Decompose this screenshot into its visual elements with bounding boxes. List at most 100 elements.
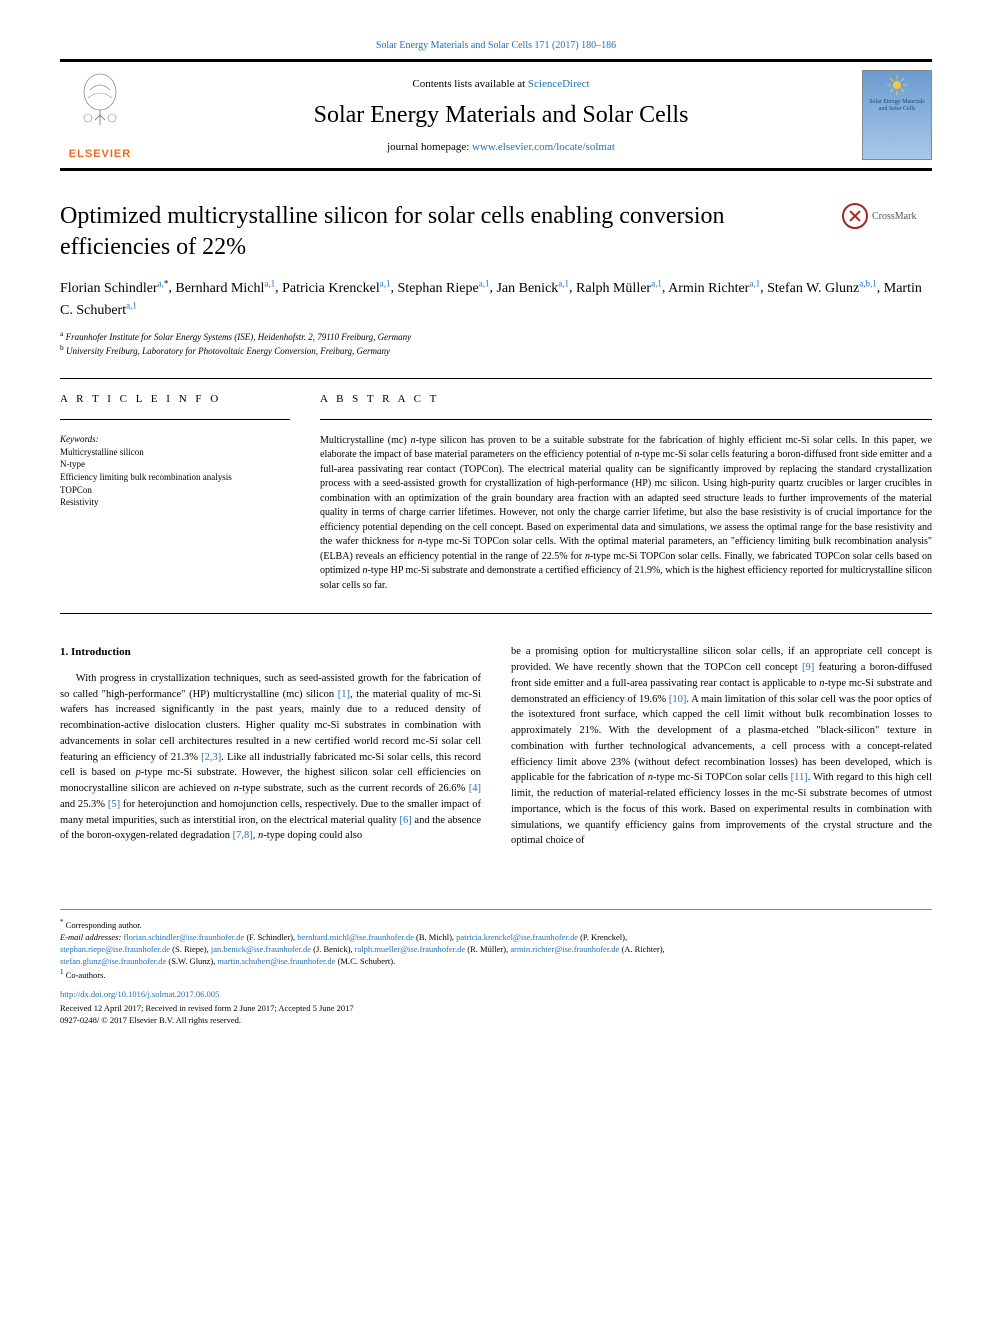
email-addresses-2: stephan.riepe@ise.fraunhofer.de (S. Riep… (60, 944, 932, 956)
email-name: (M.C. Schubert). (335, 956, 395, 966)
email-name: (P. Krenckel), (578, 932, 627, 942)
ref-10[interactable]: [10] (669, 694, 687, 705)
article-info-label: A R T I C L E I N F O (60, 393, 290, 405)
author-mark[interactable]: 1 (756, 278, 761, 288)
crossmark-label: CrossMark (872, 211, 916, 222)
author-mark[interactable]: 1 (271, 278, 276, 288)
journal-citation[interactable]: Solar Energy Materials and Solar Cells 1… (60, 40, 932, 51)
intro-heading: 1. Introduction (60, 644, 481, 661)
ref-5[interactable]: [5] (108, 799, 120, 810)
ref-1[interactable]: [1] (338, 689, 350, 700)
journal-homepage-link[interactable]: www.elsevier.com/locate/solmat (472, 141, 615, 153)
email-label: E-mail addresses: (60, 932, 123, 942)
email-link[interactable]: ralph.mueller@ise.fraunhofer.de (355, 944, 466, 954)
article-info: A R T I C L E I N F O Keywords: Multicry… (60, 393, 290, 594)
ref-4[interactable]: [4] (469, 783, 481, 794)
author: Florian Schindlera,* (60, 281, 168, 296)
email-link[interactable]: stefan.glunz@ise.fraunhofer.de (60, 956, 166, 966)
email-name: (B. Michl), (414, 932, 456, 942)
author-mark[interactable]: 1 (657, 278, 662, 288)
author-mark[interactable]: 1 (872, 278, 877, 288)
doi-link[interactable]: http://dx.doi.org/10.1016/j.solmat.2017.… (60, 989, 932, 1001)
abstract-text: Multicrystalline (mc) n-type silicon has… (320, 434, 932, 594)
author-mark[interactable]: 1 (386, 278, 391, 288)
email-name: (F. Schindler), (244, 932, 297, 942)
keyword: Multicrystalline silicon (60, 446, 290, 459)
email-name: (J. Benick), (311, 944, 355, 954)
header-center: Contents lists available at ScienceDirec… (140, 78, 862, 153)
author: Stephan Riepea,1 (397, 281, 489, 296)
author: Jan Benicka,1 (496, 281, 569, 296)
email-addresses: E-mail addresses: florian.schindler@ise.… (60, 932, 932, 944)
column-right: be a promising option for multicrystalli… (511, 644, 932, 849)
main-content: 1. Introduction With progress in crystal… (60, 644, 932, 849)
coauthors-note: 1 Co-authors. (60, 968, 932, 982)
author-mark[interactable]: 1 (565, 278, 570, 288)
journal-title: Solar Energy Materials and Solar Cells (140, 102, 862, 129)
email-name: (S.W. Glunz), (166, 956, 217, 966)
crossmark-icon (842, 203, 868, 229)
abstract: A B S T R A C T Multicrystalline (mc) n-… (320, 393, 932, 594)
author-aff[interactable]: a, (158, 278, 164, 288)
email-link[interactable]: martin.schubert@ise.fraunhofer.de (217, 956, 335, 966)
crossmark-button[interactable]: CrossMark (842, 201, 932, 231)
keywords-label: Keywords: (60, 434, 290, 444)
email-link[interactable]: patricia.krenckel@ise.fraunhofer.de (456, 932, 578, 942)
email-addresses-3: stefan.glunz@ise.fraunhofer.de (S.W. Glu… (60, 956, 932, 968)
contents-line: Contents lists available at ScienceDirec… (140, 78, 862, 90)
ref-9[interactable]: [9] (802, 662, 814, 673)
author-mark[interactable]: 1 (485, 278, 490, 288)
journal-header: ELSEVIER Contents lists available at Sci… (60, 59, 932, 171)
sun-icon (887, 75, 907, 95)
intro-paragraph-2: be a promising option for multicrystalli… (511, 644, 932, 849)
contents-prefix: Contents lists available at (412, 78, 527, 90)
email-link[interactable]: armin.richter@ise.fraunhofer.de (510, 944, 619, 954)
affiliation: a Fraunhofer Institute for Solar Energy … (60, 329, 932, 344)
author-aff[interactable]: a,b, (859, 278, 872, 288)
title-row: Optimized multicrystalline silicon for s… (60, 201, 932, 263)
keyword: TOPCon (60, 484, 290, 497)
cover-text: Solar Energy Materials and Solar Cells (867, 99, 927, 112)
author: Ralph Müllera,1 (576, 281, 662, 296)
footer: * Corresponding author. E-mail addresses… (60, 909, 932, 1027)
authors-list: Florian Schindlera,*, Bernhard Michla,1,… (60, 277, 932, 320)
author: Stefan W. Glunza,b,1 (767, 281, 877, 296)
email-link[interactable]: jan.benick@ise.fraunhofer.de (211, 944, 311, 954)
article-title: Optimized multicrystalline silicon for s… (60, 201, 822, 263)
column-left: 1. Introduction With progress in crystal… (60, 644, 481, 849)
author: Armin Richtera,1 (668, 281, 760, 296)
email-name: (A. Richter), (619, 944, 664, 954)
divider (60, 613, 932, 614)
divider (320, 419, 932, 420)
divider (60, 378, 932, 379)
email-link[interactable]: florian.schindler@ise.fraunhofer.de (123, 932, 244, 942)
journal-homepage: journal homepage: www.elsevier.com/locat… (140, 141, 862, 153)
intro-paragraph-1: With progress in crystallization techniq… (60, 671, 481, 844)
author: Patricia Krenckela,1 (282, 281, 390, 296)
journal-cover-thumbnail[interactable]: Solar Energy Materials and Solar Cells (862, 70, 932, 160)
keywords-list: Multicrystalline siliconN-typeEfficiency… (60, 446, 290, 509)
keyword: N-type (60, 458, 290, 471)
ref-11[interactable]: [11] (791, 772, 808, 783)
email-link[interactable]: bernhard.michl@ise.fraunhofer.de (297, 932, 414, 942)
copyright: 0927-0248/ © 2017 Elsevier B.V. All righ… (60, 1015, 932, 1027)
corresponding-author: * Corresponding author. (60, 918, 932, 932)
ref-6[interactable]: [6] (399, 815, 411, 826)
keyword: Efficiency limiting bulk recombination a… (60, 471, 290, 484)
elsevier-label: ELSEVIER (69, 148, 131, 160)
ref-2-3[interactable]: [2,3] (201, 752, 221, 763)
divider (60, 419, 290, 420)
author-mark[interactable]: 1 (132, 300, 137, 310)
abstract-label: A B S T R A C T (320, 393, 932, 405)
elsevier-logo[interactable]: ELSEVIER (60, 70, 140, 160)
affiliation: b University Freiburg, Laboratory for Ph… (60, 343, 932, 358)
homepage-prefix: journal homepage: (387, 141, 472, 153)
keyword: Resistivity (60, 496, 290, 509)
info-abstract-row: A R T I C L E I N F O Keywords: Multicry… (60, 393, 932, 594)
sciencedirect-link[interactable]: ScienceDirect (528, 78, 590, 90)
author: Bernhard Michla,1 (175, 281, 275, 296)
email-name: (R. Müller), (465, 944, 510, 954)
affiliations: a Fraunhofer Institute for Solar Energy … (60, 329, 932, 358)
ref-7-8[interactable]: [7,8] (233, 830, 253, 841)
email-link[interactable]: stephan.riepe@ise.fraunhofer.de (60, 944, 170, 954)
